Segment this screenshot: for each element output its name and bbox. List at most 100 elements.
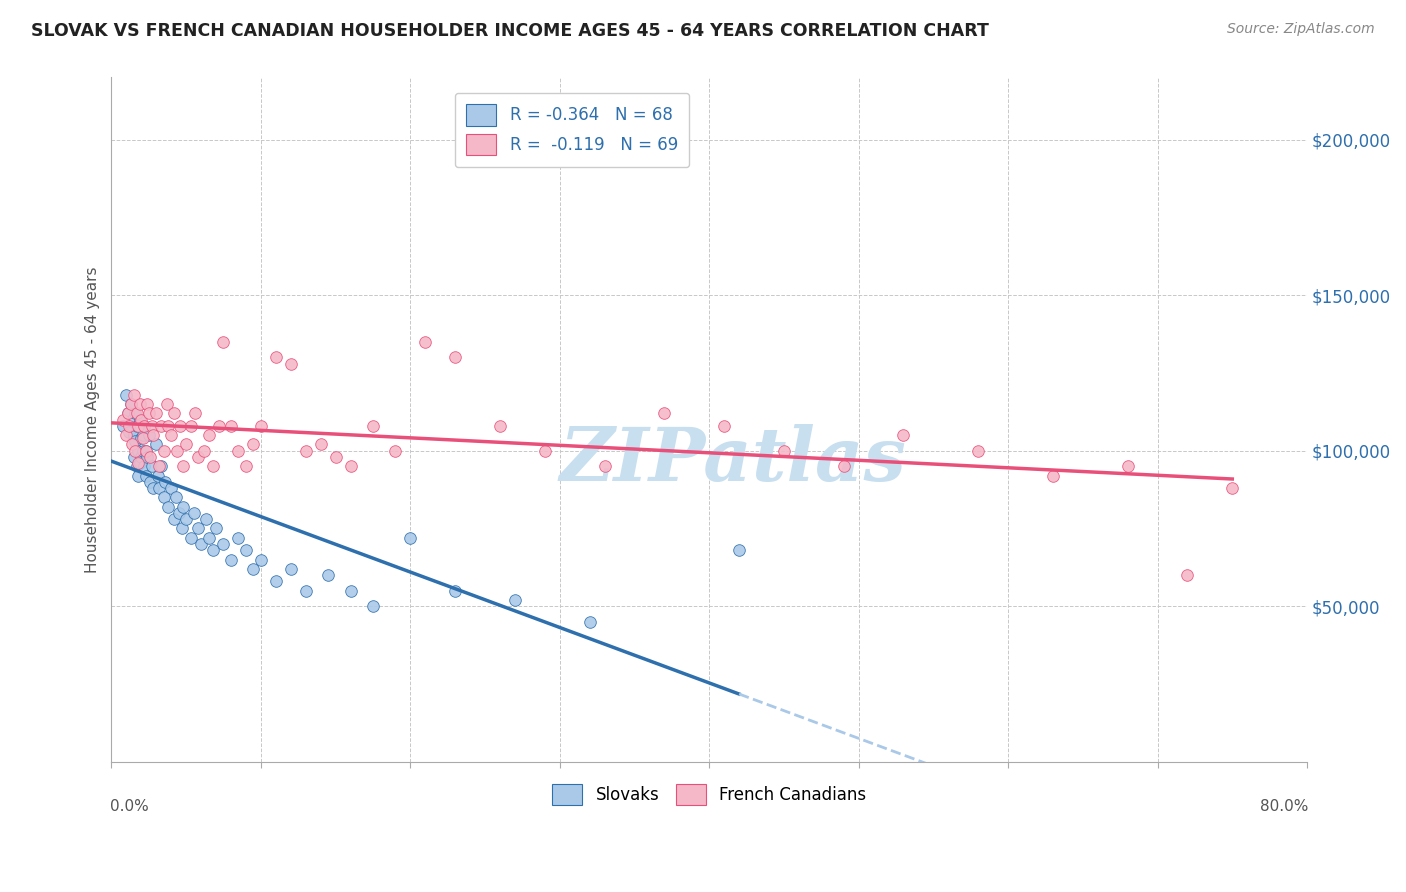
Point bbox=[128, 397, 150, 411]
Point bbox=[893, 428, 915, 442]
Point bbox=[180, 531, 202, 545]
Point bbox=[129, 412, 152, 426]
Point bbox=[160, 428, 183, 442]
Point bbox=[325, 450, 347, 464]
Point bbox=[503, 593, 526, 607]
Point bbox=[152, 443, 174, 458]
Point bbox=[212, 537, 235, 551]
Point bbox=[384, 443, 406, 458]
Point bbox=[142, 481, 165, 495]
Point bbox=[250, 418, 273, 433]
Point bbox=[212, 334, 235, 349]
Point bbox=[250, 552, 273, 566]
Point bbox=[163, 406, 186, 420]
Point bbox=[444, 351, 467, 365]
Point bbox=[124, 443, 146, 458]
Point bbox=[533, 443, 555, 458]
Point bbox=[169, 418, 191, 433]
Point bbox=[1042, 468, 1064, 483]
Point bbox=[155, 475, 177, 489]
Point bbox=[413, 334, 436, 349]
Point bbox=[118, 418, 141, 433]
Point bbox=[134, 459, 156, 474]
Point bbox=[122, 450, 145, 464]
Point bbox=[280, 562, 302, 576]
Point bbox=[184, 406, 207, 420]
Point bbox=[127, 418, 149, 433]
Point bbox=[235, 459, 257, 474]
Point bbox=[264, 574, 287, 589]
Point bbox=[135, 443, 157, 458]
Point bbox=[361, 418, 384, 433]
Point bbox=[136, 450, 159, 464]
Point bbox=[156, 397, 179, 411]
Point bbox=[1177, 568, 1199, 582]
Point bbox=[1116, 459, 1139, 474]
Point bbox=[138, 406, 160, 420]
Point bbox=[127, 456, 149, 470]
Point bbox=[593, 459, 616, 474]
Point bbox=[157, 418, 180, 433]
Point bbox=[219, 418, 242, 433]
Point bbox=[141, 459, 163, 474]
Point bbox=[202, 543, 225, 558]
Point bbox=[165, 491, 187, 505]
Point bbox=[129, 450, 152, 464]
Point bbox=[124, 406, 146, 420]
Point bbox=[205, 521, 228, 535]
Point bbox=[294, 443, 316, 458]
Point bbox=[148, 481, 170, 495]
Point bbox=[713, 418, 735, 433]
Point bbox=[127, 443, 149, 458]
Point bbox=[148, 459, 170, 474]
Point bbox=[122, 428, 145, 442]
Point bbox=[1220, 481, 1243, 495]
Point bbox=[228, 531, 250, 545]
Point bbox=[141, 418, 163, 433]
Point bbox=[125, 459, 148, 474]
Point bbox=[132, 428, 155, 442]
Point bbox=[174, 437, 197, 451]
Point bbox=[152, 491, 174, 505]
Point bbox=[124, 434, 146, 449]
Point bbox=[132, 431, 155, 445]
Point bbox=[180, 418, 202, 433]
Point bbox=[172, 459, 194, 474]
Point bbox=[187, 450, 209, 464]
Point bbox=[316, 568, 339, 582]
Point bbox=[121, 437, 143, 451]
Point bbox=[773, 443, 796, 458]
Point bbox=[120, 397, 142, 411]
Point bbox=[170, 521, 193, 535]
Point bbox=[202, 459, 225, 474]
Point bbox=[120, 397, 142, 411]
Point bbox=[197, 428, 219, 442]
Point bbox=[174, 512, 197, 526]
Point bbox=[122, 388, 145, 402]
Point bbox=[128, 412, 150, 426]
Point bbox=[139, 475, 162, 489]
Point bbox=[187, 521, 209, 535]
Text: 0.0%: 0.0% bbox=[110, 799, 149, 814]
Point bbox=[578, 615, 600, 629]
Text: 80.0%: 80.0% bbox=[1260, 799, 1308, 814]
Point bbox=[117, 406, 139, 420]
Point bbox=[135, 443, 157, 458]
Legend: Slovaks, French Canadians: Slovaks, French Canadians bbox=[546, 777, 873, 812]
Point bbox=[399, 531, 422, 545]
Text: SLOVAK VS FRENCH CANADIAN HOUSEHOLDER INCOME AGES 45 - 64 YEARS CORRELATION CHAR: SLOVAK VS FRENCH CANADIAN HOUSEHOLDER IN… bbox=[31, 22, 988, 40]
Point bbox=[125, 418, 148, 433]
Point bbox=[264, 351, 287, 365]
Point bbox=[444, 583, 467, 598]
Point bbox=[193, 443, 215, 458]
Point bbox=[145, 406, 167, 420]
Point bbox=[339, 583, 361, 598]
Point bbox=[146, 468, 169, 483]
Point bbox=[125, 406, 148, 420]
Point bbox=[134, 418, 156, 433]
Point bbox=[235, 543, 257, 558]
Point bbox=[172, 500, 194, 514]
Point bbox=[115, 428, 138, 442]
Point bbox=[309, 437, 332, 451]
Point bbox=[361, 599, 384, 614]
